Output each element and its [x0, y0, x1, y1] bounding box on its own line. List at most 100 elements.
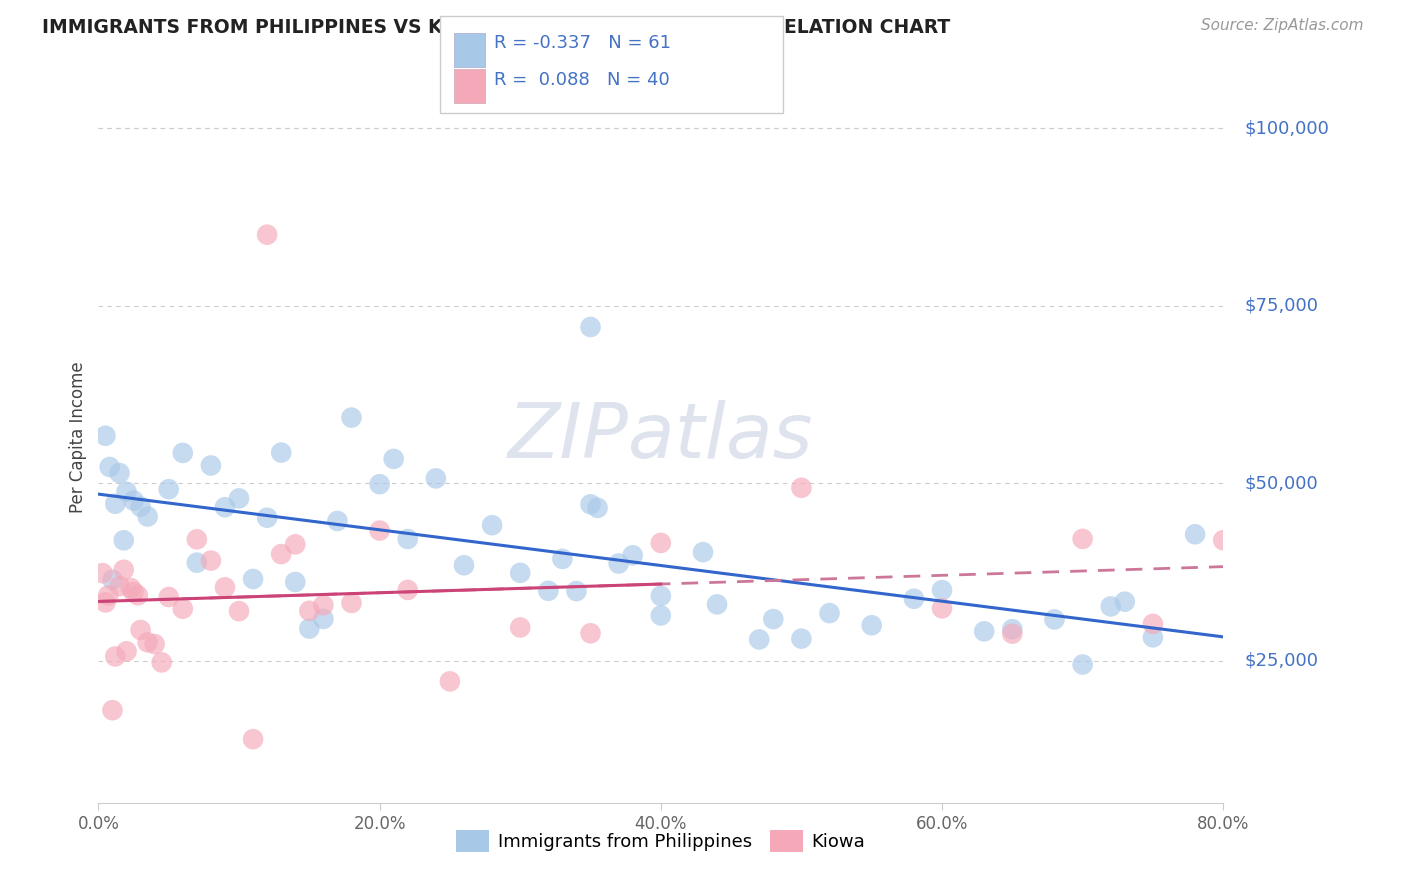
Point [537, 583, 560, 598]
Point [186, 556, 208, 570]
Point [172, 446, 194, 460]
Point [692, 545, 714, 559]
Point [214, 580, 236, 594]
Point [650, 536, 672, 550]
Point [1001, 626, 1024, 640]
Point [1142, 631, 1164, 645]
Point [748, 632, 770, 647]
Point [91, 566, 114, 581]
Text: Source: ZipAtlas.com: Source: ZipAtlas.com [1201, 18, 1364, 33]
Point [586, 500, 609, 515]
Point [214, 500, 236, 515]
Point [439, 674, 461, 689]
Point [396, 532, 419, 546]
Point [762, 612, 785, 626]
Text: $75,000: $75,000 [1244, 297, 1319, 315]
Point [860, 618, 883, 632]
Point [931, 583, 953, 598]
Point [931, 601, 953, 615]
Point [706, 598, 728, 612]
Point [157, 590, 180, 604]
Point [112, 533, 135, 548]
Point [186, 533, 208, 547]
Point [228, 604, 250, 618]
Point [509, 566, 531, 580]
Point [284, 574, 307, 589]
Point [101, 703, 124, 717]
Point [115, 644, 138, 658]
Point [284, 537, 307, 551]
Point [818, 606, 841, 620]
Point [1001, 622, 1024, 636]
Point [298, 622, 321, 636]
Point [1142, 616, 1164, 631]
Text: $100,000: $100,000 [1244, 120, 1329, 137]
Point [453, 558, 475, 573]
Point [1114, 595, 1136, 609]
Text: $25,000: $25,000 [1244, 652, 1319, 670]
Point [1071, 532, 1094, 546]
Point [120, 581, 142, 595]
Y-axis label: Per Capita Income: Per Capita Income [69, 361, 87, 513]
Point [368, 477, 391, 491]
Point [115, 484, 138, 499]
Text: ZIPatlas: ZIPatlas [508, 401, 814, 474]
Point [340, 596, 363, 610]
Point [127, 588, 149, 602]
Point [200, 458, 222, 473]
Point [425, 471, 447, 485]
Point [607, 557, 630, 571]
Point [129, 500, 152, 514]
Point [579, 626, 602, 640]
Text: IMMIGRANTS FROM PHILIPPINES VS KIOWA PER CAPITA INCOME CORRELATION CHART: IMMIGRANTS FROM PHILIPPINES VS KIOWA PER… [42, 18, 950, 37]
Point [228, 491, 250, 506]
Point [270, 445, 292, 459]
Point [382, 451, 405, 466]
Point [270, 547, 292, 561]
Point [565, 584, 588, 599]
Point [136, 635, 159, 649]
Point [650, 589, 672, 603]
Text: R =  0.088   N = 40: R = 0.088 N = 40 [494, 71, 669, 89]
Point [973, 624, 995, 639]
Point [242, 572, 264, 586]
Point [104, 649, 127, 664]
Point [136, 509, 159, 524]
Point [368, 524, 391, 538]
Point [101, 573, 124, 587]
Point [551, 552, 574, 566]
Point [98, 460, 121, 475]
Point [903, 591, 925, 606]
Point [1099, 599, 1122, 614]
Point [108, 579, 131, 593]
Point [94, 595, 117, 609]
Point [481, 518, 503, 533]
Text: R = -0.337   N = 61: R = -0.337 N = 61 [494, 34, 671, 52]
Point [298, 604, 321, 618]
Text: $50,000: $50,000 [1244, 475, 1317, 492]
Point [396, 582, 419, 597]
Point [790, 481, 813, 495]
Point [94, 429, 117, 443]
Point [200, 553, 222, 567]
Point [256, 227, 278, 242]
Point [312, 612, 335, 626]
Point [1071, 657, 1094, 672]
Point [1043, 612, 1066, 626]
Point [108, 466, 131, 480]
Point [97, 588, 120, 602]
Point [312, 599, 335, 613]
Point [340, 410, 363, 425]
Point [256, 510, 278, 524]
Point [1184, 527, 1206, 541]
Point [579, 497, 602, 511]
Point [650, 608, 672, 623]
Point [129, 623, 152, 637]
Point [242, 732, 264, 747]
Point [104, 497, 127, 511]
Point [157, 482, 180, 496]
Point [122, 585, 145, 599]
Point [621, 549, 644, 563]
Point [326, 514, 349, 528]
Point [143, 637, 166, 651]
